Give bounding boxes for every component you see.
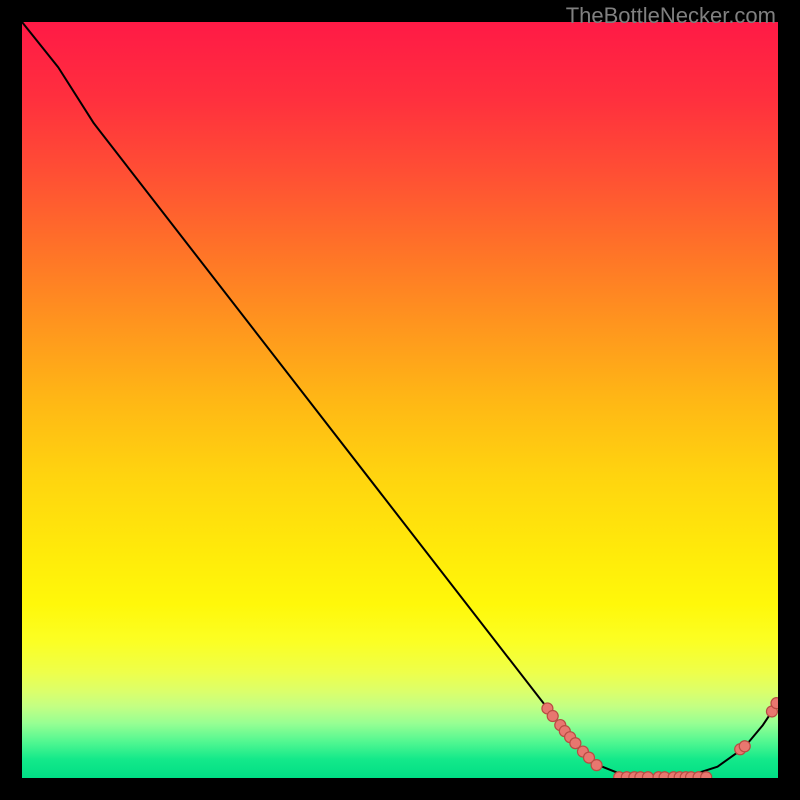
watermark-text: TheBottleNecker.com xyxy=(566,3,776,29)
plot-area xyxy=(22,22,778,778)
chart-overlay-svg xyxy=(22,22,778,778)
marker-dot xyxy=(771,698,778,709)
marker-dot xyxy=(739,741,750,752)
marker-dot xyxy=(642,772,653,778)
marker-dot xyxy=(547,711,558,722)
chart-root: { "meta": { "type": "line", "canvas": { … xyxy=(0,0,800,800)
bottleneck-curve xyxy=(22,22,778,778)
marker-dot xyxy=(591,760,602,771)
scatter-markers xyxy=(542,698,778,778)
marker-dot xyxy=(701,772,712,778)
